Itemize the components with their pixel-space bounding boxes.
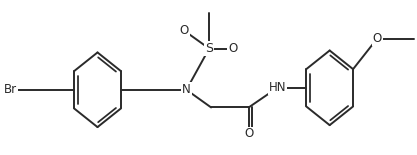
Text: O: O	[180, 24, 189, 37]
Text: HN: HN	[269, 81, 286, 94]
Text: O: O	[228, 42, 237, 55]
Text: Br: Br	[4, 83, 18, 96]
Text: N: N	[182, 83, 191, 96]
Text: O: O	[244, 127, 253, 140]
Text: O: O	[372, 32, 382, 45]
Text: S: S	[205, 42, 213, 55]
